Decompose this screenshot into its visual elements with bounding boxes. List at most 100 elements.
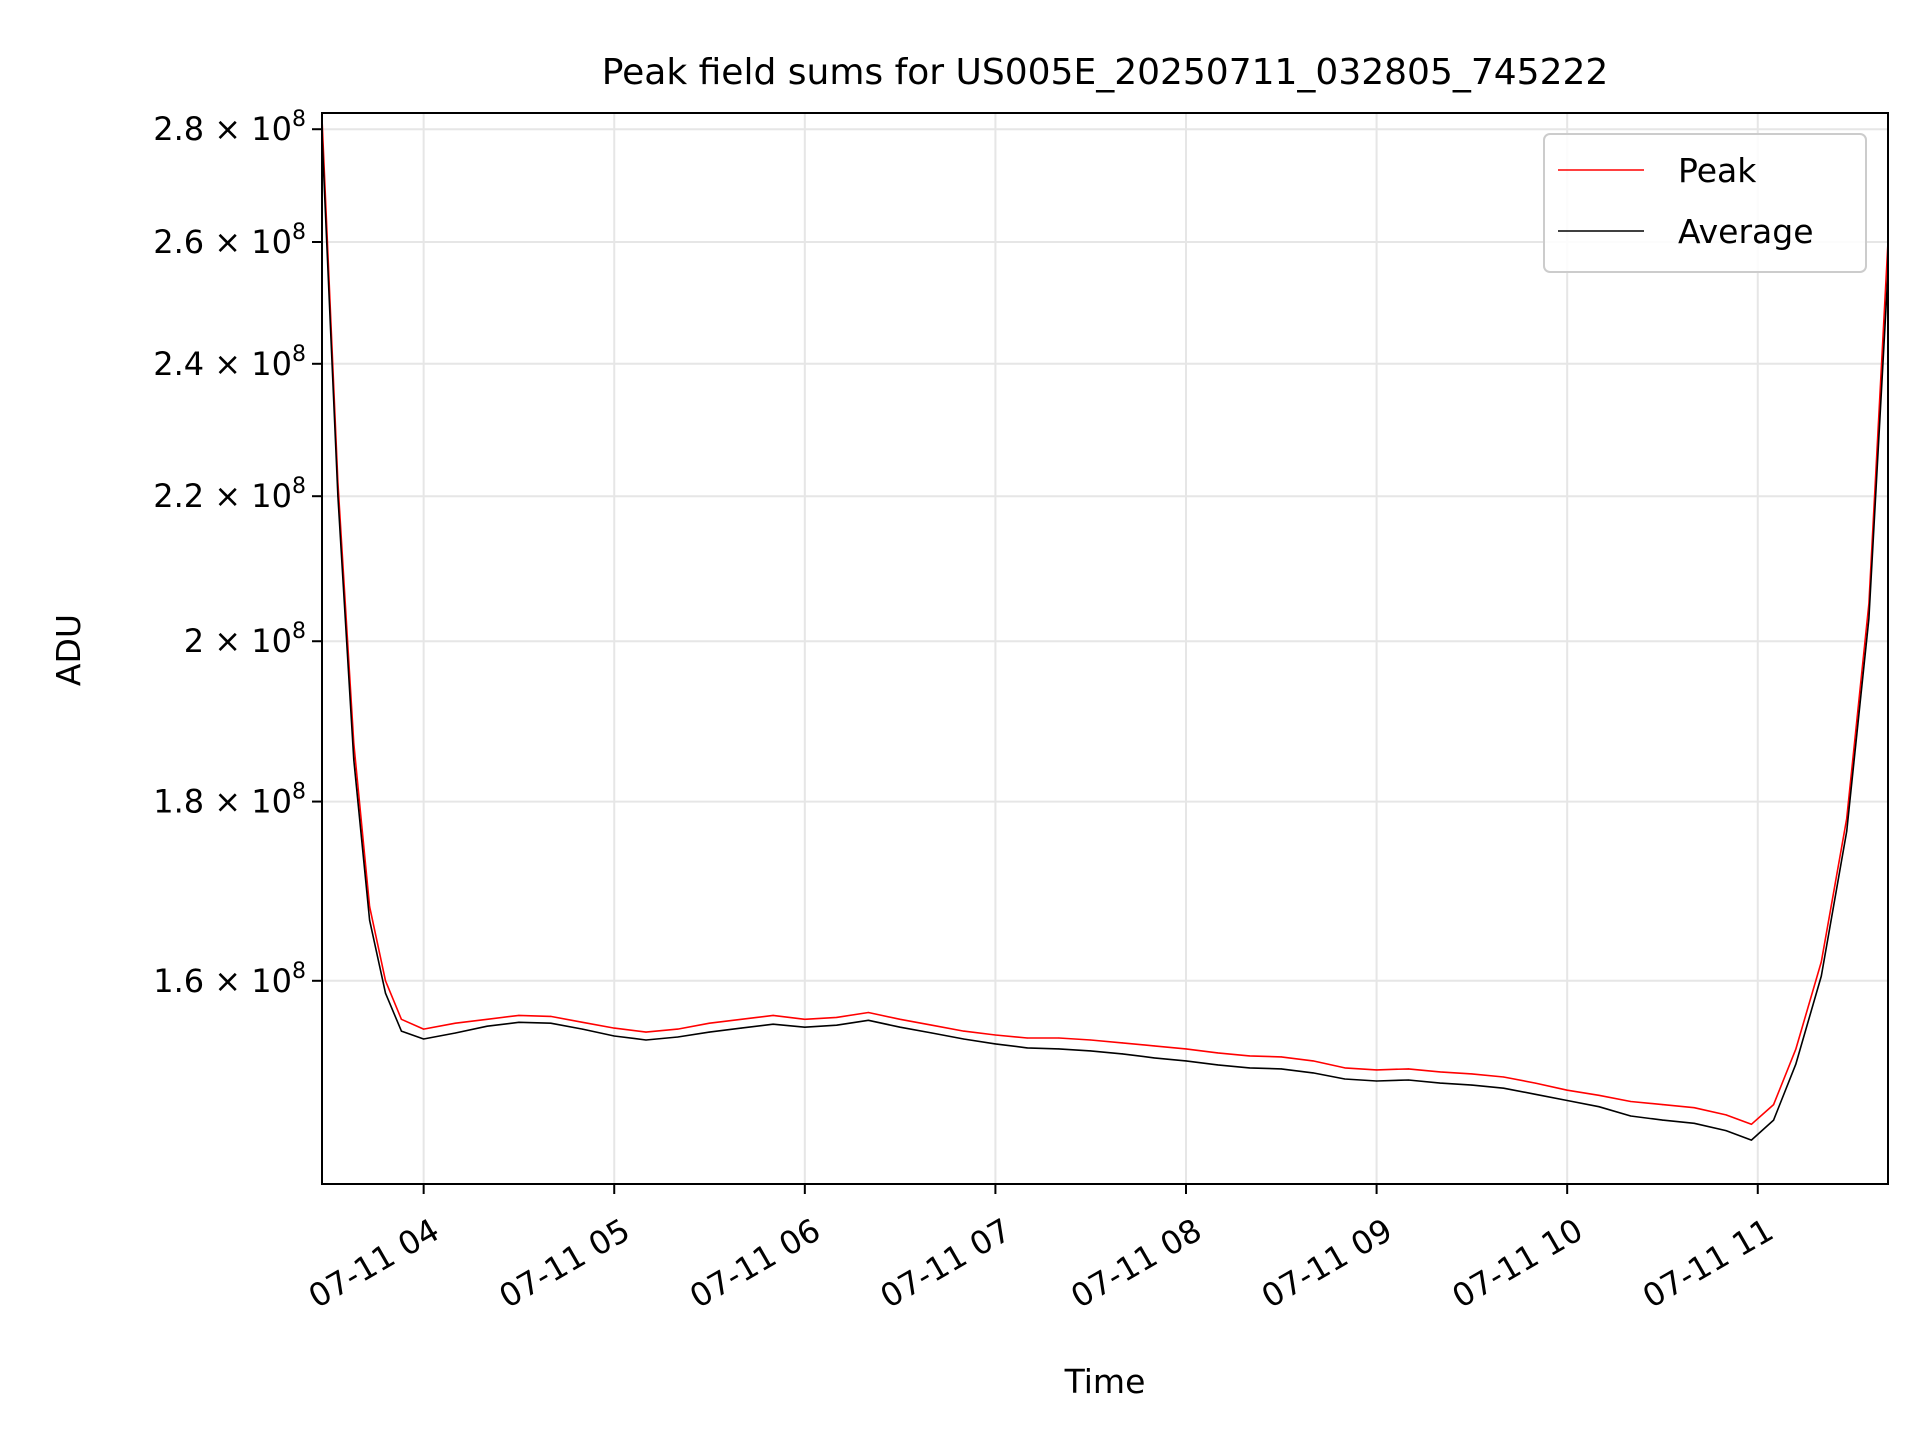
grid — [322, 113, 1888, 1184]
data-point-average — [1846, 830, 1848, 833]
y-tick-label: 2.8 × 108 — [153, 107, 306, 148]
data-point-average — [1280, 1068, 1282, 1070]
data-point-peak — [1280, 1056, 1282, 1058]
data-point-peak — [400, 1018, 402, 1020]
y-tick-exponent: 8 — [292, 474, 306, 499]
data-point-peak — [1503, 1076, 1505, 1078]
y-tick-exponent: 8 — [292, 342, 306, 367]
data-point-average — [772, 1023, 774, 1025]
data-point-average — [423, 1038, 425, 1040]
data-point-average — [1795, 1063, 1797, 1065]
data-point-average — [1026, 1047, 1028, 1049]
data-point-peak — [645, 1031, 647, 1033]
data-point-peak — [454, 1022, 456, 1024]
data-point-average — [1471, 1084, 1473, 1086]
data-point-peak — [581, 1021, 584, 1023]
data-point-average — [1661, 1119, 1664, 1121]
y-tick-mantissa: 2 × 10 — [184, 622, 292, 660]
y-tick-exponent: 8 — [292, 959, 306, 984]
data-point-average — [708, 1031, 711, 1033]
data-point-average — [400, 1030, 402, 1032]
legend-average-label: Average — [1678, 212, 1814, 251]
data-point-average — [994, 1043, 997, 1045]
data-point-average — [931, 1032, 933, 1034]
data-point-average — [1725, 1130, 1727, 1132]
data-point-average — [677, 1036, 679, 1038]
chart-title: Peak field sums for US005E_20250711_0328… — [602, 52, 1609, 93]
data-point-peak — [1534, 1082, 1536, 1084]
data-point-average — [1407, 1079, 1409, 1081]
data-point-peak — [1121, 1042, 1124, 1044]
data-point-average — [384, 992, 387, 994]
data-point-peak — [772, 1014, 774, 1017]
data-point-average — [1376, 1080, 1378, 1082]
data-point-peak — [1471, 1073, 1473, 1075]
y-tick-exponent: 8 — [292, 780, 306, 805]
data-point-peak — [1248, 1055, 1251, 1057]
data-point-average — [613, 1035, 615, 1037]
y-tick-label: 1.8 × 108 — [153, 780, 306, 821]
data-point-average — [963, 1038, 965, 1040]
data-point-peak — [1407, 1068, 1409, 1070]
data-point-peak — [1344, 1067, 1346, 1069]
y-tick-mantissa: 2.4 × 10 — [153, 345, 292, 383]
legend-box — [1543, 133, 1867, 273]
data-point-peak — [1661, 1104, 1664, 1106]
data-point-average — [518, 1021, 520, 1023]
data-point-peak — [1217, 1052, 1219, 1054]
data-point-average — [1693, 1122, 1695, 1124]
data-point-peak — [486, 1018, 488, 1020]
y-axis-label: ADU — [49, 614, 88, 686]
y-tick-exponent: 8 — [292, 619, 306, 644]
data-point-peak — [1725, 1114, 1727, 1116]
data-point-average — [1503, 1087, 1505, 1089]
x-axis-label: Time — [1064, 1362, 1146, 1401]
data-point-peak — [1846, 818, 1848, 820]
data-point-average — [899, 1026, 901, 1028]
legend: Peak Average — [1543, 133, 1867, 273]
data-point-peak — [550, 1015, 552, 1018]
y-tick-exponent: 8 — [292, 220, 306, 245]
plot-frame — [321, 112, 1889, 1185]
data-point-average — [867, 1019, 870, 1021]
data-point-peak — [1750, 1123, 1752, 1125]
y-tick-label: 2.4 × 108 — [153, 342, 306, 383]
y-tick-mantissa: 2.6 × 10 — [153, 223, 292, 261]
data-point-peak — [1090, 1039, 1092, 1041]
data-point-average — [581, 1028, 584, 1030]
data-point-average — [1566, 1099, 1568, 1102]
data-point-average — [1820, 975, 1822, 977]
y-tick-mantissa: 2.8 × 10 — [153, 110, 292, 148]
data-point-average — [369, 919, 371, 921]
data-point-average — [740, 1027, 742, 1029]
data-point-peak — [804, 1018, 806, 1020]
series-layer — [322, 117, 1888, 1141]
data-point-peak — [1566, 1089, 1568, 1091]
legend-peak-label: Peak — [1678, 151, 1757, 190]
data-point-average — [1058, 1048, 1060, 1050]
data-point-peak — [613, 1027, 615, 1029]
data-point-average — [1090, 1050, 1092, 1052]
data-point-peak — [369, 906, 371, 908]
data-point-average — [1534, 1093, 1536, 1095]
data-point-average — [804, 1026, 806, 1028]
data-point-peak — [1153, 1045, 1155, 1047]
y-tick-mantissa: 1.6 × 10 — [153, 962, 292, 1000]
data-point-average — [550, 1022, 552, 1024]
y-tick-exponent: 8 — [292, 107, 306, 132]
data-point-peak — [1773, 1104, 1775, 1106]
data-point-average — [1773, 1119, 1775, 1121]
data-point-average — [454, 1032, 456, 1034]
data-point-average — [1344, 1078, 1346, 1080]
data-point-peak — [1820, 961, 1822, 963]
data-point-average — [1217, 1064, 1219, 1066]
data-point-average — [486, 1025, 488, 1027]
data-point-peak — [899, 1018, 901, 1020]
data-point-average — [1598, 1106, 1600, 1108]
y-tick-label: 2 × 108 — [184, 619, 306, 660]
data-point-peak — [963, 1030, 965, 1032]
data-point-average — [1248, 1067, 1251, 1069]
data-point-average — [1153, 1057, 1155, 1059]
